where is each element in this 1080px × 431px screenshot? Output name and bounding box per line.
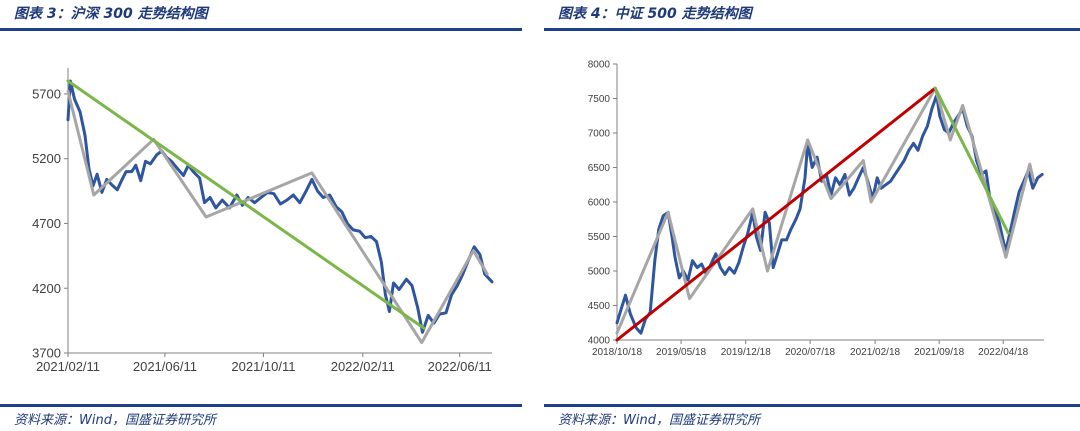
- source-note: 资料来源：Wind，国盛证券研究所: [14, 413, 216, 428]
- title-rule: [0, 28, 522, 31]
- x-tick-label: 2021/06/11: [133, 359, 197, 374]
- y-tick-label: 4700: [32, 216, 61, 231]
- y-tick-label: 6500: [588, 163, 611, 174]
- series-line-trend_up: [615, 86, 937, 342]
- series-line-price: [66, 79, 494, 334]
- y-tick-label: 7000: [588, 129, 611, 140]
- y-tick-label: 5000: [588, 267, 611, 278]
- source-note: 资料来源：Wind，国盛证券研究所: [558, 413, 760, 428]
- x-tick-label: 2022/02/11: [331, 359, 395, 374]
- x-tick-label: 2020/07/18: [785, 347, 835, 358]
- y-tick-label: 6000: [588, 198, 611, 209]
- series-line-price: [615, 93, 1044, 335]
- series-line-trend_down: [933, 86, 1010, 235]
- title-rule: [544, 28, 1080, 31]
- y-tick-label: 8000: [588, 60, 611, 71]
- footer-rule: [544, 404, 1080, 407]
- y-tick-label: 4000: [588, 336, 611, 347]
- y-tick-label: 4500: [588, 301, 611, 312]
- x-tick-label: 2019/05/18: [656, 347, 706, 358]
- x-tick-label: 2021/09/18: [914, 347, 964, 358]
- y-tick-label: 7500: [588, 94, 611, 105]
- x-tick-label: 2022/06/11: [428, 359, 492, 374]
- x-tick-label: 2021/02/18: [850, 347, 900, 358]
- chart-title: 图表 3：沪深 300 走势结构图: [14, 6, 208, 22]
- x-tick-label: 2022/04/18: [978, 347, 1028, 358]
- chart-panel-right: 图表 4：中证 500 走势结构图 4000 4500 5000 5500 6000 65…: [544, 0, 1080, 431]
- x-tick-label: 2018/10/18: [592, 347, 642, 358]
- chart-title: 图表 4：中证 500 走势结构图: [558, 6, 752, 22]
- series-line-trend: [66, 79, 426, 330]
- series-line-structure: [615, 86, 1036, 335]
- chart-csi500: 4000 4500 5000 5500 6000 6500 7000 7500 8000 2018…: [588, 60, 1044, 358]
- x-tick-label: 2021/02/11: [36, 359, 100, 374]
- series-line-structure: [66, 89, 489, 345]
- y-tick-label: 5700: [32, 86, 61, 101]
- x-tick-label: 2019/12/18: [721, 347, 771, 358]
- y-tick-label: 5500: [588, 232, 611, 243]
- y-tick-label: 5200: [32, 151, 61, 166]
- footer-rule: [0, 404, 522, 407]
- x-tick-label: 2021/10/11: [231, 359, 295, 374]
- chart-hs300: 3700 4200 4700 5200 5700 2021/02/11 2021/06/11…: [32, 68, 494, 374]
- y-tick-label: 4200: [32, 281, 61, 296]
- y-tick-label: 3700: [32, 346, 61, 361]
- chart-panel-left: 图表 3：沪深 300 走势结构图 3700 4200 4700 5200 5700 20…: [0, 0, 522, 431]
